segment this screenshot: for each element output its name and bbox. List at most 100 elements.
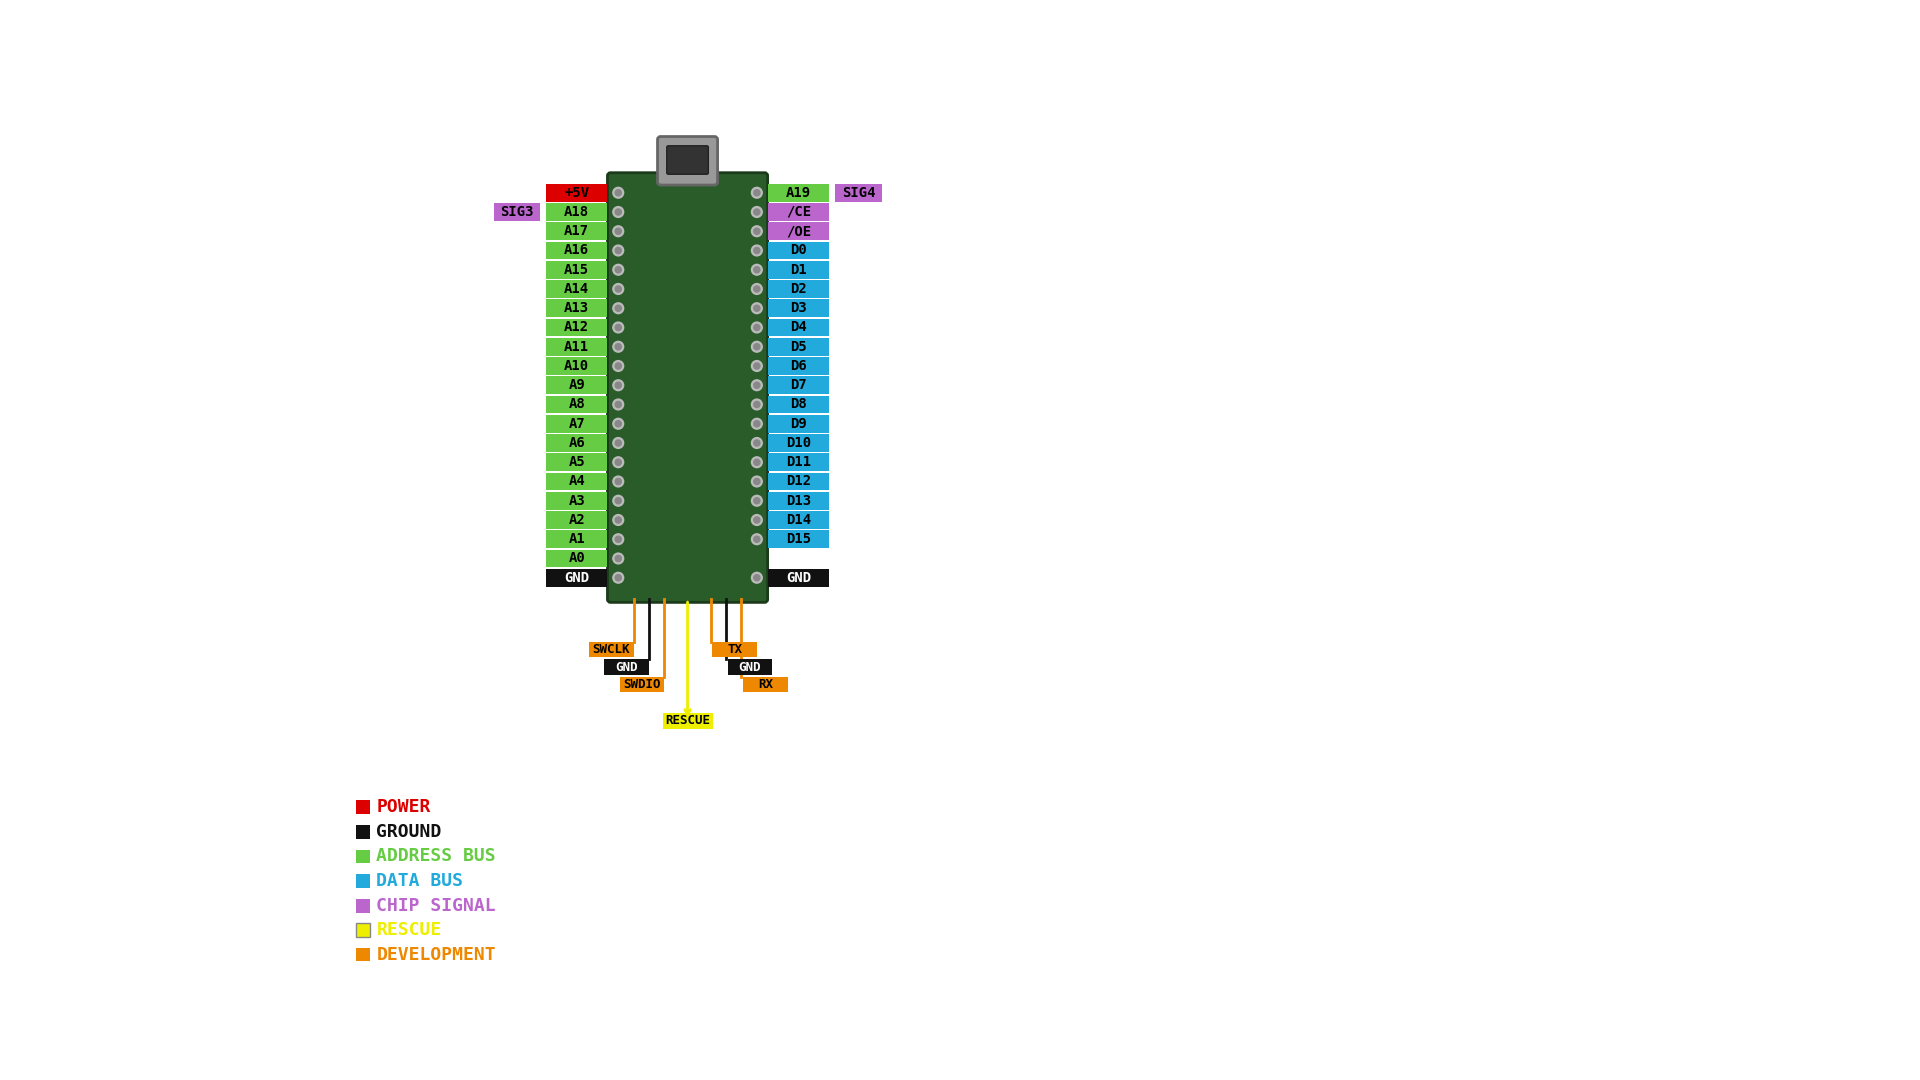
Circle shape [612,476,624,487]
Text: D15: D15 [785,532,810,546]
FancyBboxPatch shape [605,660,649,675]
Text: +5V: +5V [564,186,589,200]
Circle shape [755,286,760,292]
Circle shape [614,402,622,407]
Circle shape [751,206,762,217]
Circle shape [755,478,760,485]
Text: A18: A18 [564,205,589,219]
Circle shape [612,341,624,352]
Circle shape [612,457,624,468]
FancyBboxPatch shape [357,825,371,839]
FancyBboxPatch shape [545,280,607,298]
Text: D5: D5 [789,340,806,354]
Text: TX: TX [728,643,741,656]
Circle shape [755,420,760,427]
Circle shape [751,418,762,429]
FancyBboxPatch shape [768,530,829,548]
Text: D1: D1 [789,262,806,276]
Circle shape [612,437,624,448]
Circle shape [612,206,624,217]
Circle shape [612,380,624,391]
Circle shape [612,245,624,256]
Circle shape [751,341,762,352]
FancyBboxPatch shape [607,173,768,603]
Text: D9: D9 [789,417,806,431]
Text: RX: RX [758,678,774,691]
Text: A1: A1 [568,532,586,546]
Circle shape [751,514,762,525]
Text: A0: A0 [568,552,586,566]
FancyBboxPatch shape [662,713,712,729]
Text: D10: D10 [785,436,810,450]
FancyBboxPatch shape [657,136,718,185]
Text: D4: D4 [789,321,806,335]
FancyBboxPatch shape [768,222,829,240]
FancyBboxPatch shape [768,569,829,586]
Circle shape [755,228,760,234]
Circle shape [612,534,624,544]
Circle shape [755,459,760,465]
FancyBboxPatch shape [545,184,607,202]
Circle shape [755,247,760,254]
Text: D0: D0 [789,243,806,257]
FancyBboxPatch shape [545,338,607,355]
FancyBboxPatch shape [768,184,829,202]
FancyBboxPatch shape [768,338,829,355]
Circle shape [751,476,762,487]
Circle shape [755,402,760,407]
Text: DATA BUS: DATA BUS [376,873,463,890]
FancyBboxPatch shape [545,357,607,375]
Text: SIG4: SIG4 [841,186,876,200]
Circle shape [751,245,762,256]
Circle shape [755,208,760,215]
Text: D6: D6 [789,359,806,373]
Text: /CE: /CE [785,205,810,219]
FancyBboxPatch shape [768,473,829,490]
FancyBboxPatch shape [620,677,664,692]
FancyBboxPatch shape [545,473,607,490]
Circle shape [612,514,624,525]
Circle shape [614,575,622,581]
Circle shape [614,306,622,311]
FancyBboxPatch shape [743,677,787,692]
Circle shape [614,208,622,215]
Text: SWCLK: SWCLK [593,643,630,656]
Circle shape [751,226,762,237]
Circle shape [751,187,762,198]
FancyBboxPatch shape [768,203,829,220]
FancyBboxPatch shape [545,434,607,451]
Text: D14: D14 [785,513,810,527]
Circle shape [755,575,760,581]
FancyBboxPatch shape [545,569,607,586]
Text: A4: A4 [568,474,586,488]
Circle shape [614,267,622,273]
FancyBboxPatch shape [768,280,829,298]
Circle shape [755,382,760,389]
FancyBboxPatch shape [728,660,772,675]
Circle shape [614,286,622,292]
FancyBboxPatch shape [768,511,829,529]
FancyBboxPatch shape [545,550,607,567]
Text: RESCUE: RESCUE [376,921,442,940]
Circle shape [614,228,622,234]
Circle shape [614,324,622,330]
Text: SIG3: SIG3 [499,205,534,219]
Circle shape [614,343,622,350]
FancyBboxPatch shape [768,491,829,510]
Circle shape [614,517,622,523]
Circle shape [614,498,622,503]
FancyBboxPatch shape [768,454,829,471]
FancyBboxPatch shape [666,146,708,174]
Circle shape [612,187,624,198]
FancyBboxPatch shape [545,377,607,394]
FancyBboxPatch shape [357,874,371,888]
Text: A5: A5 [568,456,586,469]
Text: A14: A14 [564,282,589,296]
FancyBboxPatch shape [545,261,607,279]
FancyBboxPatch shape [357,899,371,913]
Circle shape [755,267,760,273]
Text: D2: D2 [789,282,806,296]
Circle shape [614,420,622,427]
Circle shape [612,302,624,313]
FancyBboxPatch shape [768,395,829,414]
